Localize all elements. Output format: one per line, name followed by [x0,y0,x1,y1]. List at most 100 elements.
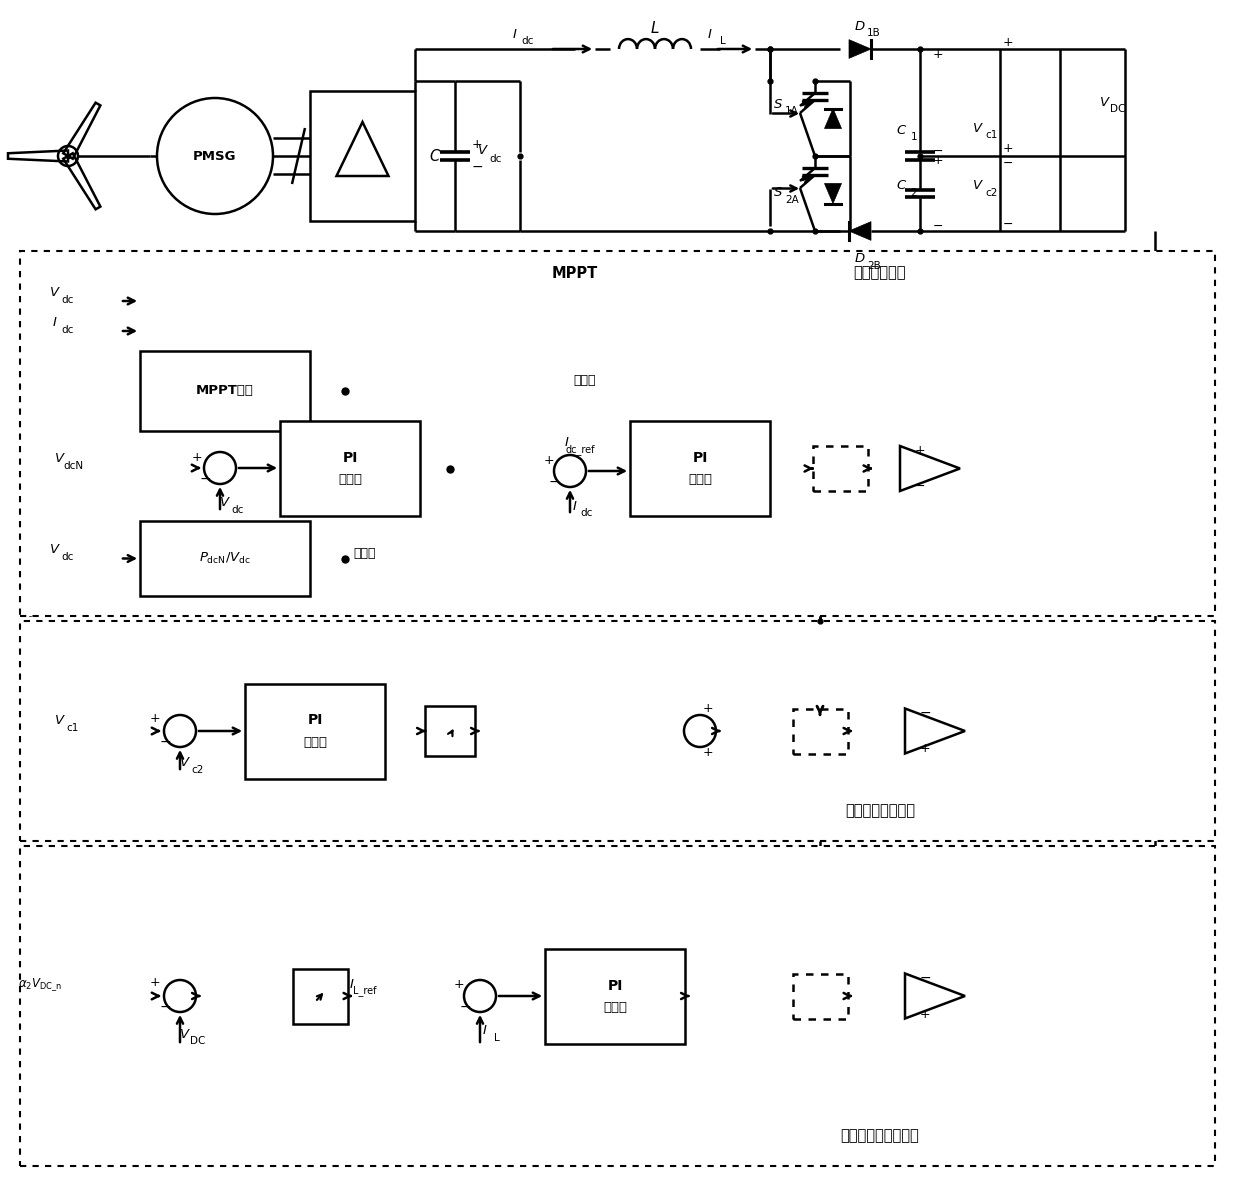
Bar [812,446,868,491]
Text: $V$: $V$ [1099,96,1111,109]
Polygon shape [849,39,870,58]
Text: 2A: 2A [785,195,799,205]
Text: 控制器: 控制器 [303,737,327,750]
Text: +: + [150,713,160,726]
Bar [20,251,1215,616]
Text: +: + [932,154,944,167]
Text: +: + [454,977,464,990]
Text: MPPT: MPPT [552,266,598,281]
Text: 恒转速: 恒转速 [574,375,596,388]
Bar [140,351,310,431]
Text: +: + [1003,142,1013,155]
Bar [280,421,420,516]
Text: DC: DC [1110,104,1126,115]
Text: $C$: $C$ [897,179,908,192]
Text: $V$: $V$ [50,287,61,300]
Text: c1: c1 [986,130,998,140]
Text: c2: c2 [192,765,205,774]
Text: dc_ref: dc_ref [565,445,595,455]
Text: L: L [720,36,725,46]
Bar [546,949,684,1044]
Text: dcN: dcN [63,461,83,471]
Text: −: − [548,476,559,489]
Text: −: − [1003,157,1013,170]
Text: +: + [150,976,160,989]
Text: PI: PI [342,451,357,465]
Text: $V$: $V$ [972,179,983,192]
Text: $I$: $I$ [512,27,518,40]
Text: −: − [159,1000,171,1014]
Text: $\alpha_2 V_{\mathrm{DC\_n}}$: $\alpha_2 V_{\mathrm{DC\_n}}$ [17,976,62,994]
Text: $C$: $C$ [897,123,908,136]
Bar [792,974,847,1019]
Polygon shape [825,108,842,128]
Text: +: + [932,49,944,62]
Text: −: − [200,472,211,486]
Text: dc: dc [580,508,593,518]
Text: $V$: $V$ [179,757,191,770]
Text: 1B: 1B [867,28,880,38]
Text: $V$: $V$ [50,543,61,556]
Text: $V$: $V$ [179,1027,191,1040]
Text: 控制器: 控制器 [339,473,362,486]
Text: 控制器: 控制器 [603,1001,627,1014]
Text: −: − [919,706,931,720]
Text: 2B: 2B [867,261,880,270]
Text: −: − [1003,217,1013,230]
Text: L_ref: L_ref [353,986,377,996]
Text: dc: dc [62,325,74,334]
Text: +: + [920,742,930,755]
Text: 下垂特性限功率控制: 下垂特性限功率控制 [841,1129,919,1143]
Text: dc: dc [62,295,74,305]
Text: −: − [932,145,944,158]
Bar [20,846,1215,1166]
Text: −: − [932,219,944,232]
Text: $I$: $I$ [350,977,355,990]
Text: $P_{\mathrm{dcN}}/V_{\mathrm{dc}}$: $P_{\mathrm{dcN}}/V_{\mathrm{dc}}$ [198,551,250,566]
Text: −: − [159,735,171,750]
Text: PI: PI [608,978,622,993]
Text: PMSG: PMSG [193,149,237,162]
Text: +: + [915,444,925,457]
Text: 1A: 1A [785,106,799,116]
Text: PI: PI [308,714,322,727]
Bar [425,706,475,755]
Text: −: − [459,1000,471,1014]
Bar [140,521,310,597]
Bar [630,421,770,516]
Text: $V$: $V$ [55,453,66,465]
Text: dc: dc [62,551,74,561]
Text: $S$: $S$ [773,186,782,199]
Text: −: − [915,480,925,493]
Polygon shape [849,222,870,241]
Text: $I$: $I$ [52,317,58,330]
Text: −: − [471,160,482,174]
Text: $V$: $V$ [477,145,489,158]
Text: +: + [703,702,713,715]
Text: 2: 2 [910,187,918,198]
Text: $C$: $C$ [429,148,441,164]
Text: $I$: $I$ [572,499,578,512]
Text: $D$: $D$ [854,253,866,266]
Text: $V$: $V$ [55,714,66,727]
Text: L: L [494,1033,500,1042]
Text: $V$: $V$ [219,497,231,510]
Text: 控制器: 控制器 [688,473,712,486]
Text: 风电特性控制: 风电特性控制 [854,266,906,281]
Polygon shape [825,184,842,204]
Bar [293,969,347,1024]
Bar [310,91,415,221]
Text: $I$: $I$ [707,27,713,40]
Text: +: + [192,451,202,464]
Text: $V$: $V$ [972,121,983,134]
Text: c1: c1 [67,723,79,733]
Text: $S$: $S$ [773,97,782,110]
Text: +: + [1003,36,1013,49]
Text: $L$: $L$ [650,20,660,36]
Bar [20,621,1215,841]
Text: DC: DC [190,1037,206,1046]
Text: +: + [471,139,482,152]
Text: 中点电位平衡控制: 中点电位平衡控制 [844,803,915,818]
Bar [246,684,384,779]
Text: 1: 1 [910,132,918,142]
